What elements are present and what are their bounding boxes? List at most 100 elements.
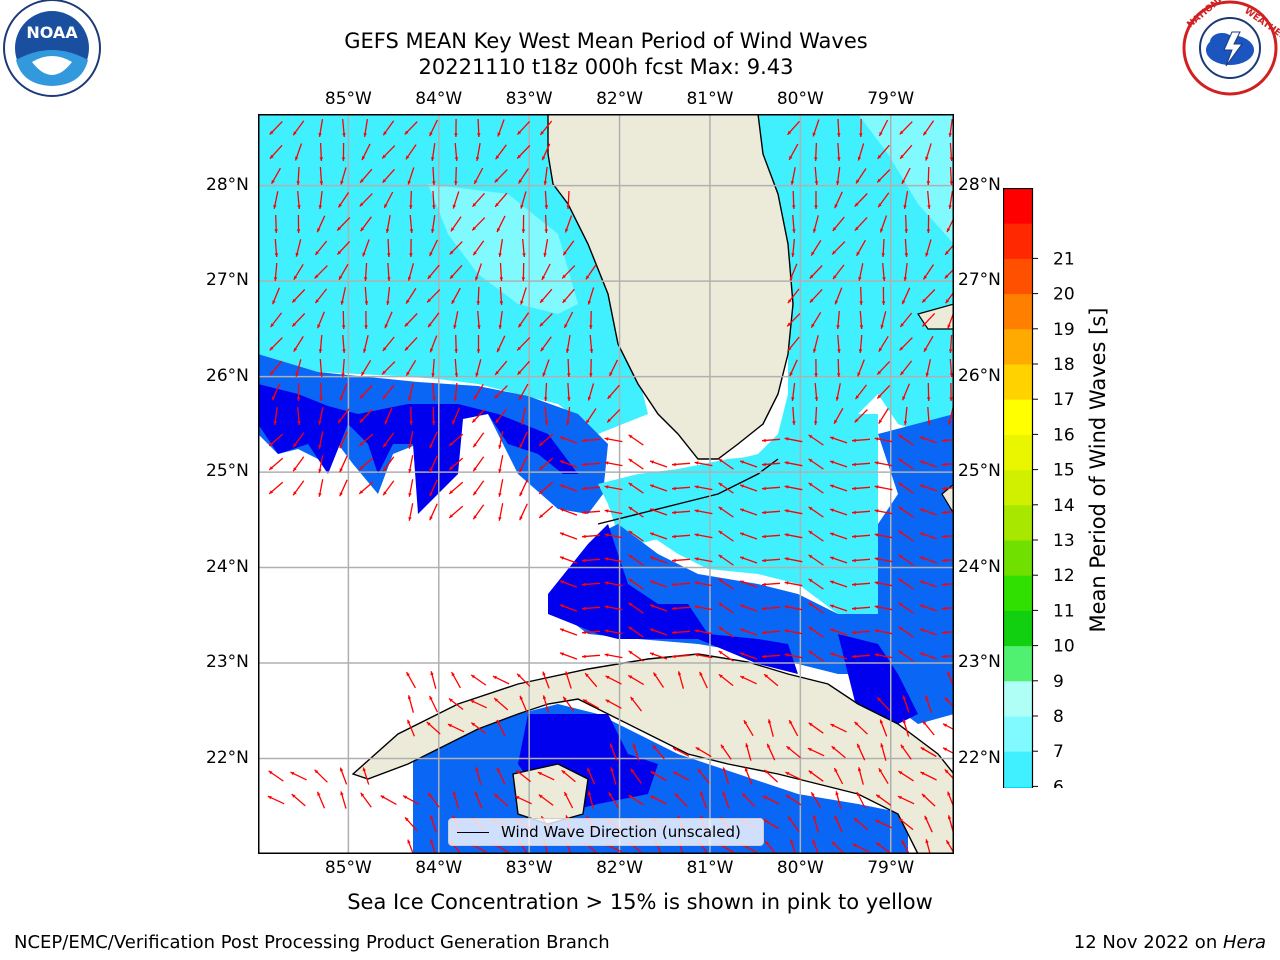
wave-direction-arrowhead bbox=[628, 602, 633, 607]
wave-direction-arrowhead bbox=[787, 299, 792, 304]
wave-direction-arrowhead bbox=[699, 671, 703, 676]
wave-direction-arrowhead bbox=[538, 794, 543, 799]
wave-direction-arrowhead bbox=[495, 203, 499, 207]
wave-direction-arrowhead bbox=[834, 768, 838, 772]
wave-direction-arrowhead bbox=[694, 605, 699, 609]
wave-direction-arrowhead bbox=[874, 533, 879, 537]
wave-direction-arrowhead bbox=[785, 795, 790, 799]
wave-direction-arrowhead bbox=[672, 462, 676, 467]
wave-direction-arrowhead bbox=[943, 747, 947, 751]
wave-direction-arrowhead bbox=[694, 533, 699, 537]
wave-direction-arrowhead bbox=[473, 515, 477, 520]
wave-direction-arrowhead bbox=[269, 130, 274, 135]
wave-direction-arrowhead bbox=[672, 582, 676, 587]
wave-direction-arrowhead bbox=[449, 442, 453, 446]
colorbar-tick-label: 12 bbox=[1053, 566, 1075, 586]
colorbar-segment bbox=[1003, 434, 1033, 471]
wave-direction-arrowhead bbox=[898, 434, 903, 439]
wave-direction-arrowhead bbox=[832, 227, 837, 231]
colorbar-segment bbox=[1003, 364, 1033, 400]
wave-direction-arrowhead bbox=[359, 394, 364, 399]
wave-direction-arrowhead bbox=[718, 626, 723, 631]
wave-direction-arrowhead bbox=[405, 817, 409, 822]
wave-direction-arrowhead bbox=[832, 250, 836, 255]
wave-direction-arrowhead bbox=[604, 509, 609, 513]
wave-direction-arrowhead bbox=[924, 815, 928, 820]
wave-direction-arrowhead bbox=[762, 582, 766, 587]
wave-direction-arrowhead bbox=[539, 466, 543, 470]
latitude-tick-right: 27°N bbox=[958, 270, 1001, 291]
wave-direction-arrowhead bbox=[784, 461, 789, 465]
wave-direction-arrowhead bbox=[296, 229, 301, 233]
wave-direction-arrowhead bbox=[338, 419, 342, 424]
wave-direction-arrowhead bbox=[949, 373, 954, 377]
wave-direction-arrowhead bbox=[539, 322, 544, 327]
wave-direction-arrowhead bbox=[432, 397, 436, 401]
wave-direction-arrowhead bbox=[874, 605, 879, 609]
wave-direction-arrowhead bbox=[583, 699, 588, 703]
colorbar-tick-label: 10 bbox=[1053, 637, 1075, 657]
colorbar-segment bbox=[1003, 188, 1033, 224]
wave-direction-arrowhead bbox=[942, 510, 946, 515]
wave-direction-arrowhead bbox=[318, 421, 322, 425]
wave-direction-arrowhead bbox=[604, 629, 609, 633]
wave-direction-arrowhead bbox=[408, 493, 412, 497]
wave-direction-arrowhead bbox=[293, 491, 297, 496]
wave-direction-arrowhead bbox=[718, 602, 723, 607]
wave-direction-arrowhead bbox=[337, 226, 341, 231]
wave-direction-arrowhead bbox=[519, 444, 523, 449]
wave-direction-arrowhead bbox=[920, 484, 924, 488]
wave-direction-arrowhead bbox=[544, 397, 548, 401]
wave-direction-arrowhead bbox=[429, 444, 433, 449]
wave-direction-arrowhead bbox=[494, 794, 499, 798]
footer-date-text: 12 Nov 2022 on bbox=[1073, 932, 1223, 953]
wave-direction-arrowhead bbox=[449, 490, 453, 494]
wave-direction-arrowhead bbox=[718, 458, 723, 463]
wave-direction-arrowhead bbox=[586, 419, 590, 424]
wave-direction-arrowhead bbox=[921, 793, 926, 798]
wave-direction-arrowhead bbox=[852, 558, 856, 563]
wave-direction-arrowhead bbox=[408, 517, 412, 521]
latitude-tick-left: 22°N bbox=[206, 747, 249, 768]
wave-direction-arrowhead bbox=[560, 532, 564, 536]
wave-direction-arrowhead bbox=[672, 630, 676, 635]
wave-direction-arrowhead bbox=[315, 299, 319, 304]
wave-direction-arrowhead bbox=[762, 796, 767, 800]
wave-direction-arrowhead bbox=[431, 157, 435, 161]
wave-direction-arrowhead bbox=[763, 819, 768, 823]
wave-direction-arrowhead bbox=[471, 674, 475, 679]
wave-direction-arrowhead bbox=[830, 604, 834, 608]
wave-direction-arrowhead bbox=[408, 469, 412, 473]
wave-direction-arrowhead bbox=[784, 653, 789, 657]
wave-direction-arrowhead bbox=[650, 796, 655, 800]
wave-direction-arrowhead bbox=[339, 444, 343, 449]
wave-direction-arrowhead bbox=[293, 131, 297, 136]
wave-direction-arrowhead bbox=[808, 578, 813, 583]
wave-direction-arrowhead bbox=[672, 486, 676, 491]
wave-direction-arrowhead bbox=[809, 274, 814, 279]
wave-direction-arrowhead bbox=[925, 156, 929, 161]
colorbar-segment bbox=[1003, 223, 1033, 259]
wave-direction-arrowhead bbox=[632, 743, 637, 748]
latitude-tick-left: 25°N bbox=[206, 461, 249, 482]
wave-direction-arrowhead bbox=[718, 506, 723, 511]
wave-direction-arrowhead bbox=[694, 581, 699, 585]
wave-direction-arrowhead bbox=[315, 251, 319, 255]
wave-direction-arrowhead bbox=[498, 517, 502, 521]
wave-direction-arrowhead bbox=[830, 724, 835, 728]
wave-direction-arrowhead bbox=[454, 349, 458, 353]
wave-direction-arrowhead bbox=[628, 578, 633, 583]
wave-direction-arrowhead bbox=[383, 443, 387, 448]
wave-direction-arrowhead bbox=[650, 580, 654, 584]
wave-direction-arrowhead bbox=[473, 395, 478, 400]
wave-direction-arrowhead bbox=[764, 769, 769, 774]
wave-direction-arrowhead bbox=[499, 277, 503, 281]
wave-direction-arrowhead bbox=[364, 301, 369, 305]
wave-direction-arrowhead bbox=[429, 468, 433, 473]
wave-direction-arrowhead bbox=[808, 530, 813, 535]
wave-direction-arrowhead bbox=[476, 301, 480, 305]
wave-direction-arrowhead bbox=[945, 251, 949, 255]
latitude-tick-left: 26°N bbox=[206, 365, 249, 386]
longitude-tick-bottom: 85°W bbox=[324, 858, 372, 878]
wave-direction-arrowhead bbox=[542, 156, 546, 161]
